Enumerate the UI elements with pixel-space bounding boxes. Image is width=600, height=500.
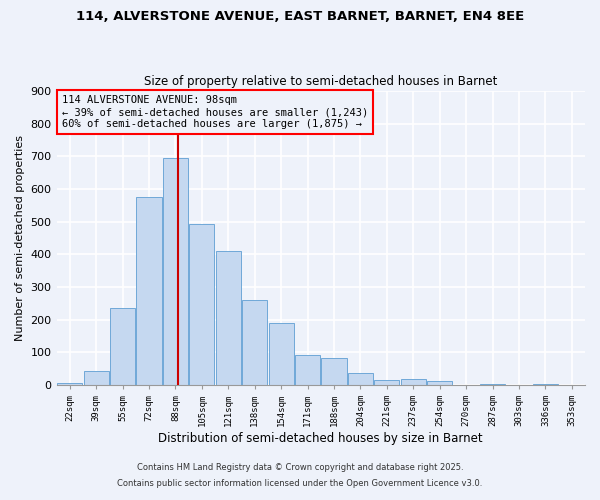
Bar <box>83 372 109 385</box>
Text: Contains HM Land Registry data © Crown copyright and database right 2025.: Contains HM Land Registry data © Crown c… <box>137 464 463 472</box>
Bar <box>190 224 214 385</box>
Bar <box>216 251 241 385</box>
Text: 114 ALVERSTONE AVENUE: 98sqm
← 39% of semi-detached houses are smaller (1,243)
6: 114 ALVERSTONE AVENUE: 98sqm ← 39% of se… <box>62 96 368 128</box>
Bar <box>163 158 188 385</box>
Bar <box>57 382 82 385</box>
Bar <box>374 380 400 385</box>
Bar <box>110 308 135 385</box>
Bar <box>480 384 505 385</box>
Bar <box>322 358 347 385</box>
Bar <box>269 323 293 385</box>
Text: Contains public sector information licensed under the Open Government Licence v3: Contains public sector information licen… <box>118 478 482 488</box>
Bar <box>533 384 558 385</box>
Title: Size of property relative to semi-detached houses in Barnet: Size of property relative to semi-detach… <box>144 76 497 88</box>
Bar <box>427 381 452 385</box>
Y-axis label: Number of semi-detached properties: Number of semi-detached properties <box>15 135 25 341</box>
Bar <box>401 380 426 385</box>
X-axis label: Distribution of semi-detached houses by size in Barnet: Distribution of semi-detached houses by … <box>158 432 483 445</box>
Bar <box>242 300 267 385</box>
Text: 114, ALVERSTONE AVENUE, EAST BARNET, BARNET, EN4 8EE: 114, ALVERSTONE AVENUE, EAST BARNET, BAR… <box>76 10 524 23</box>
Bar <box>295 355 320 385</box>
Bar <box>136 198 161 385</box>
Bar <box>348 373 373 385</box>
